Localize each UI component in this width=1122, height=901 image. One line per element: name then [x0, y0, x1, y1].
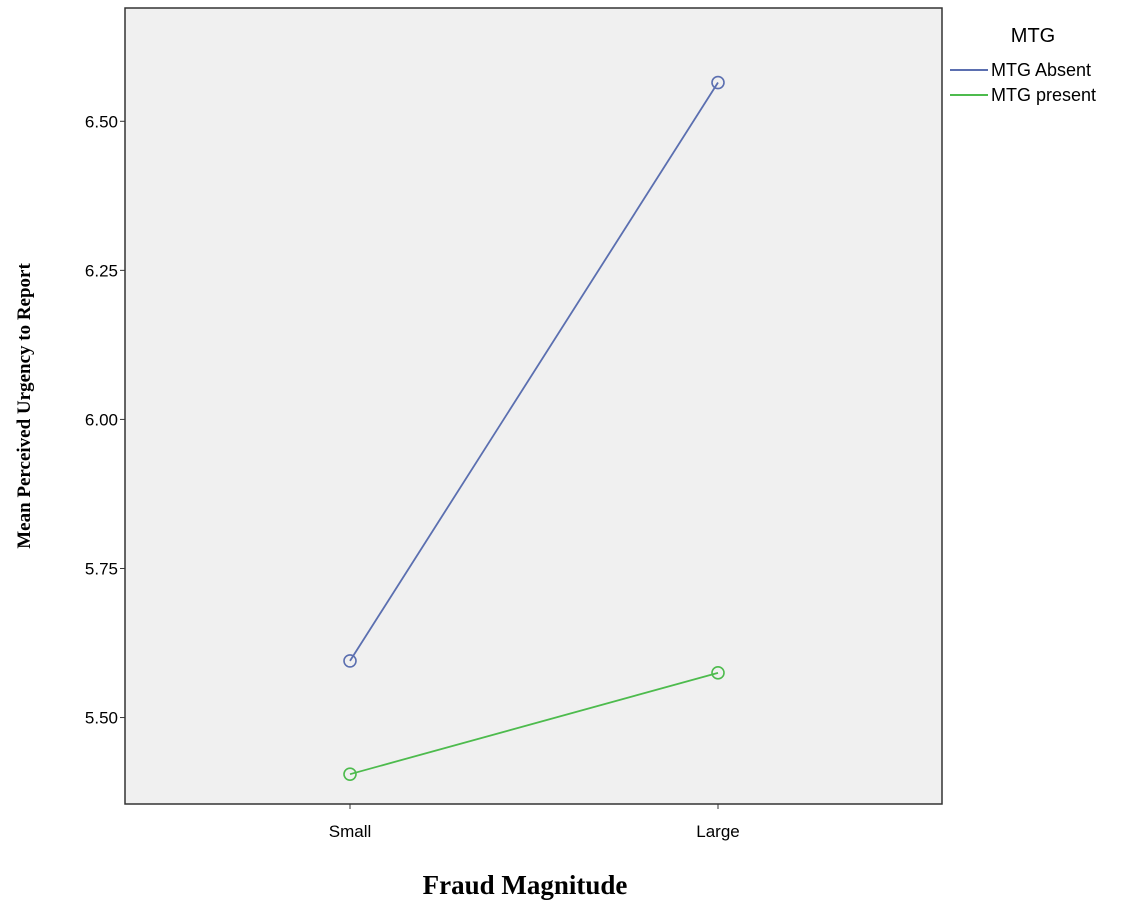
series-line	[349, 82, 719, 662]
data-point	[343, 767, 357, 781]
y-tick-label: 6.00	[85, 410, 118, 429]
y-tick-label: 6.50	[85, 112, 118, 131]
legend: MTG Absent MTG present	[950, 60, 1096, 105]
y-axis: 5.50 5.75 6.00 6.25 6.50	[85, 112, 125, 728]
x-axis-title: Fraud Magnitude	[423, 870, 628, 900]
y-tick-label: 5.50	[85, 709, 118, 728]
x-axis: Small Large	[329, 804, 740, 841]
series-layer	[343, 75, 725, 781]
data-point	[711, 75, 725, 90]
data-point	[343, 654, 357, 668]
x-tick-label: Large	[696, 822, 739, 841]
legend-label: MTG present	[991, 85, 1096, 105]
legend-title: MTG	[1011, 25, 1055, 47]
plot-area	[124, 7, 943, 805]
series-line	[349, 671, 719, 776]
x-tick-label: Small	[329, 822, 372, 841]
y-axis-title: Mean Perceived Urgency to Report	[14, 263, 35, 549]
legend-label: MTG Absent	[991, 60, 1091, 80]
y-tick-label: 6.25	[85, 261, 118, 280]
data-point	[711, 666, 725, 680]
y-tick-label: 5.75	[85, 559, 118, 578]
